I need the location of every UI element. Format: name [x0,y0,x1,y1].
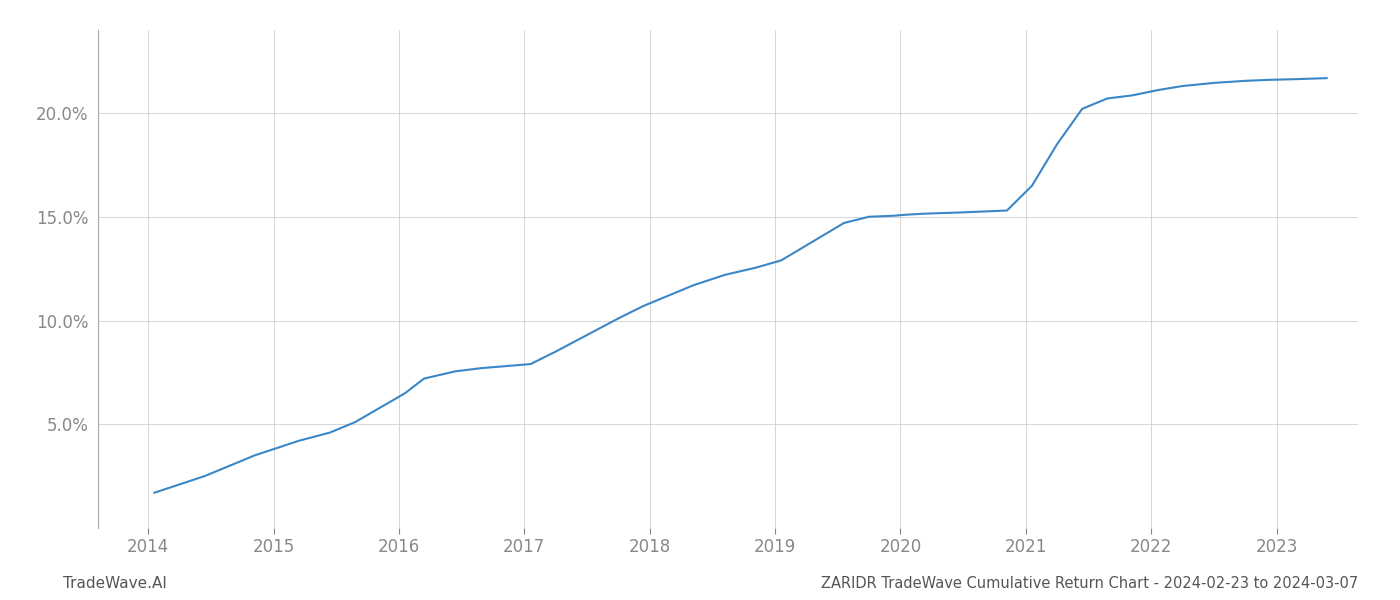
Text: TradeWave.AI: TradeWave.AI [63,576,167,591]
Text: ZARIDR TradeWave Cumulative Return Chart - 2024-02-23 to 2024-03-07: ZARIDR TradeWave Cumulative Return Chart… [820,576,1358,591]
